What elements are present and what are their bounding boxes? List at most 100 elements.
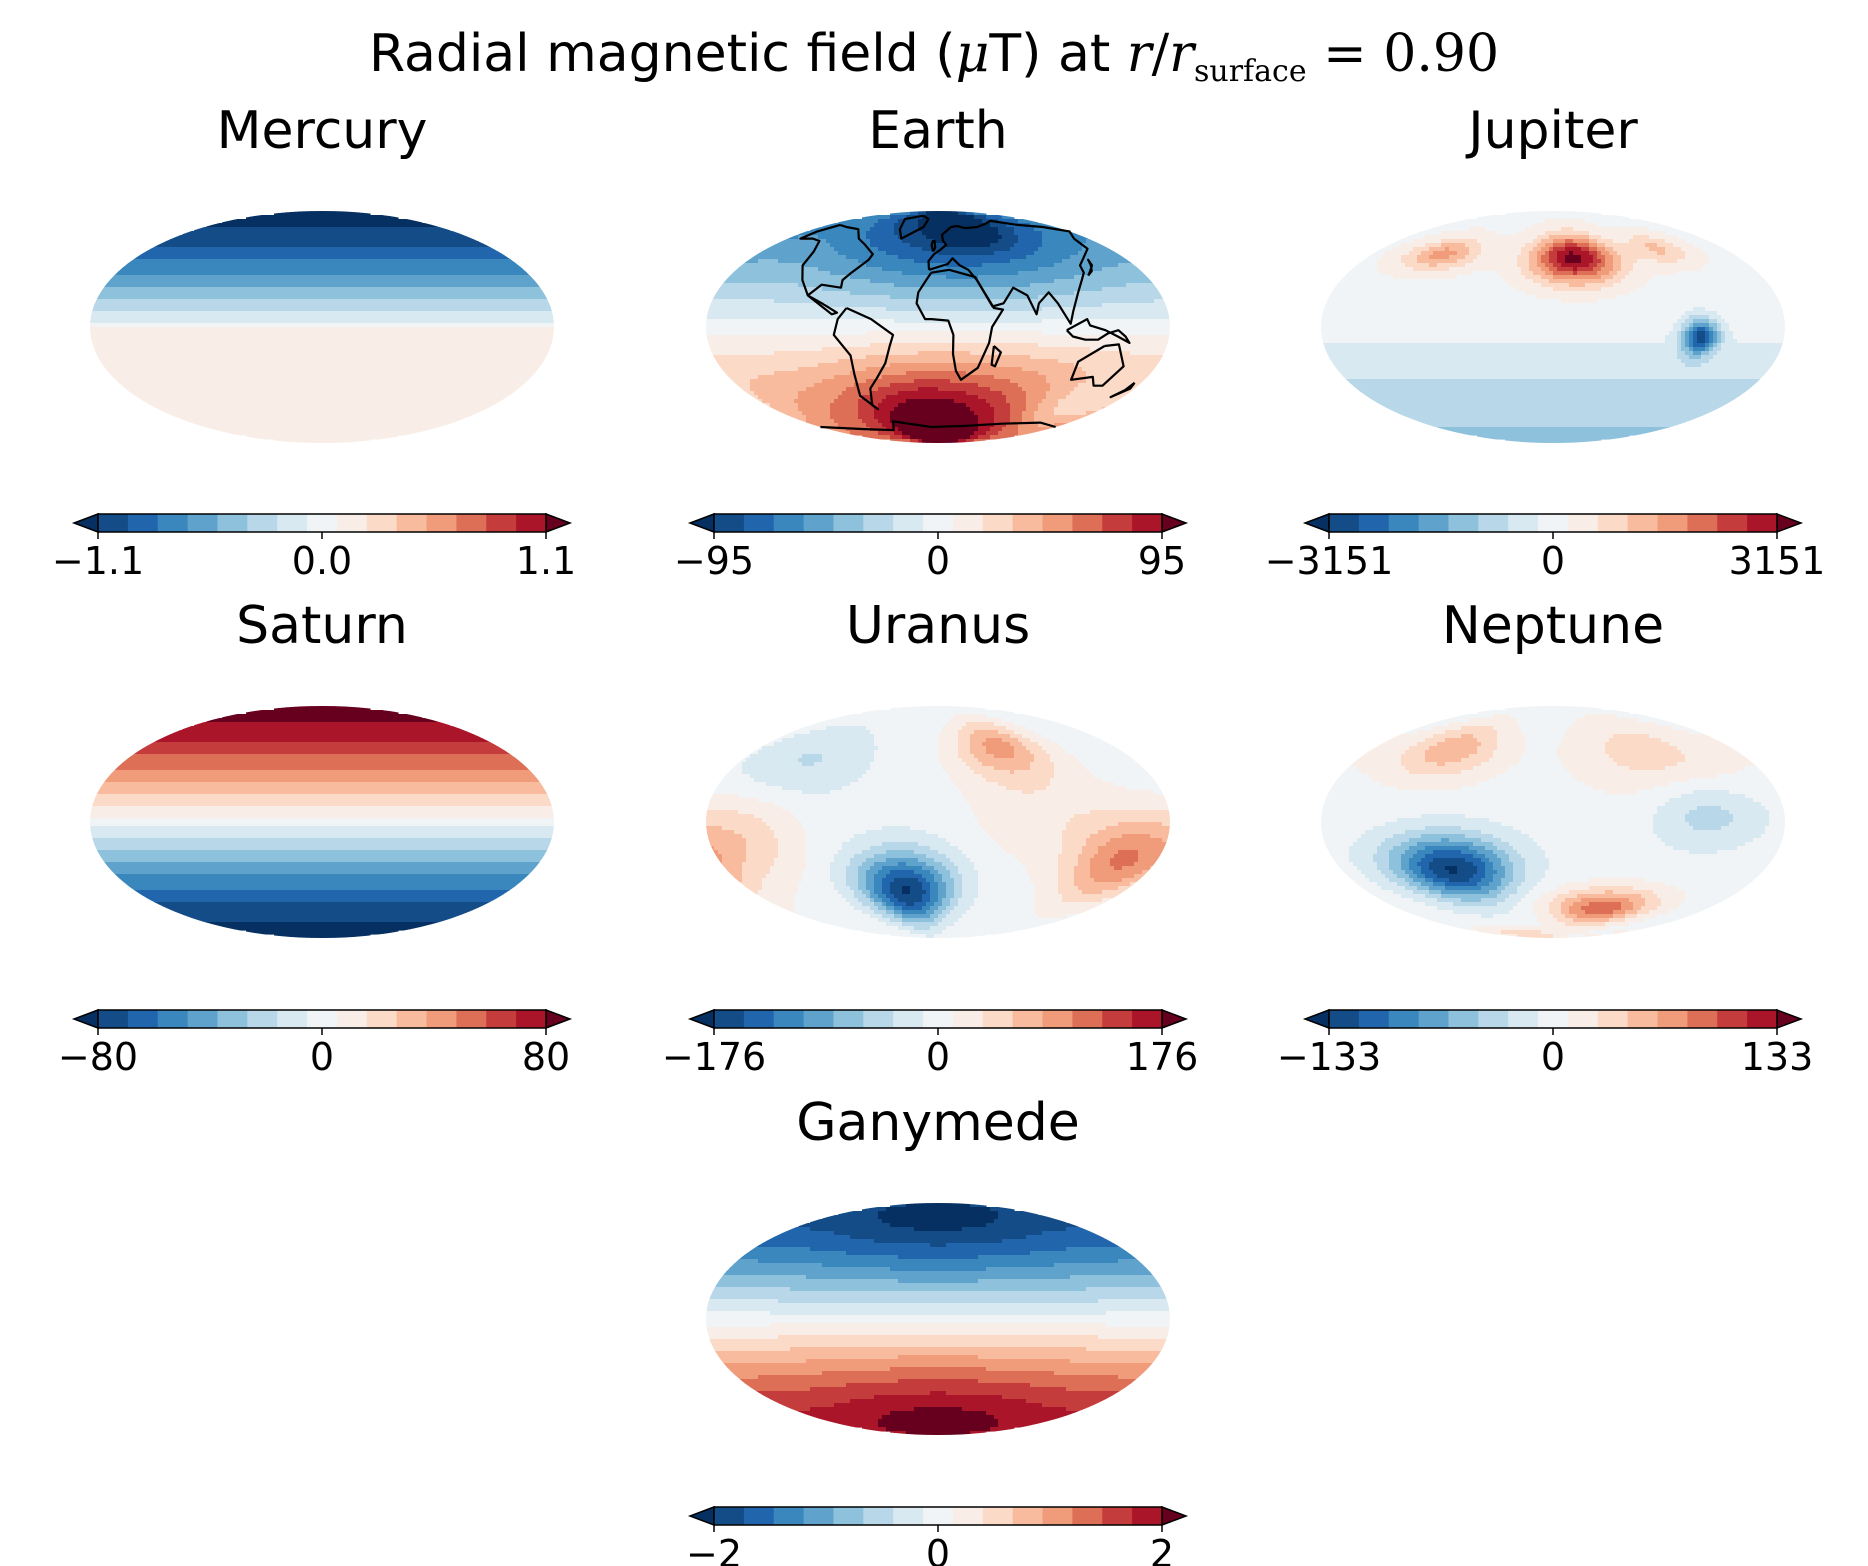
colorbar-swatch — [1358, 1010, 1390, 1028]
title-slash: / — [1152, 24, 1170, 84]
title-r: r — [1127, 24, 1152, 84]
colorbar-swatch — [1012, 1507, 1044, 1525]
colorbar-swatch — [982, 514, 1014, 532]
colorbar-tick-label: 1.1 — [516, 539, 576, 583]
colorbar-tick-label: 0 — [310, 1035, 334, 1079]
colorbar-swatch — [1687, 1010, 1718, 1028]
colorbar-swatch — [1132, 1507, 1163, 1525]
colorbar-swatch — [714, 514, 745, 532]
panel-title: Jupiter — [1465, 101, 1638, 161]
colorbar-tick-label: 80 — [522, 1035, 570, 1079]
colorbar-swatch — [1478, 1010, 1509, 1028]
colorbar-swatch — [743, 1010, 775, 1028]
colorbar-swatch — [1657, 514, 1688, 532]
colorbar-swatch — [1012, 514, 1044, 532]
colorbar-swatch — [307, 1010, 338, 1028]
colorbar-swatch — [456, 1010, 487, 1028]
colorbar-tick-label: 0.0 — [292, 539, 352, 583]
colorbar-swatch — [366, 1010, 398, 1028]
colorbar-swatch — [893, 514, 924, 532]
colorbar-extend-high — [1161, 1008, 1189, 1030]
colorbar-swatch — [773, 1507, 805, 1525]
coastline — [915, 268, 1005, 381]
colorbar-swatch — [1042, 1010, 1073, 1028]
colorbar-swatch — [187, 1010, 218, 1028]
colorbar: −1.1 0.0 1.1 — [52, 512, 576, 583]
coastline — [1087, 258, 1094, 277]
colorbar-swatch — [803, 1507, 834, 1525]
colorbar-swatch — [1508, 514, 1539, 532]
colorbar-swatch — [1388, 1010, 1420, 1028]
colorbar-swatch — [307, 514, 338, 532]
colorbar-swatch — [1072, 1507, 1103, 1525]
colorbar-extend-high — [1776, 1008, 1804, 1030]
colorbar-swatch — [486, 514, 517, 532]
colorbar-swatch — [1418, 514, 1449, 532]
colorbar-swatch — [516, 1010, 547, 1028]
colorbar-extend-high — [1161, 1505, 1189, 1527]
colorbar-tick-label: −3151 — [1265, 539, 1394, 583]
colorbar-swatch — [217, 1010, 248, 1028]
colorbar-swatch — [1042, 1507, 1073, 1525]
panel-title: Mercury — [217, 101, 428, 161]
colorbar-swatch — [1627, 1010, 1659, 1028]
coastline — [1066, 318, 1131, 344]
colorbar-swatch — [1597, 1010, 1629, 1028]
colorbar-swatch — [1448, 1010, 1479, 1028]
colorbar-swatch — [1418, 1010, 1449, 1028]
coastline — [799, 223, 874, 316]
colorbar-swatch — [1132, 1010, 1163, 1028]
title-val: 0.90 — [1383, 24, 1499, 84]
colorbar-extend-low — [1302, 512, 1330, 534]
colorbar-swatch — [1508, 1010, 1539, 1028]
title-eq: = — [1307, 24, 1384, 84]
colorbar-swatch — [1358, 514, 1390, 532]
colorbar-tick-label: −133 — [1277, 1035, 1381, 1079]
coastline — [1109, 381, 1136, 399]
colorbar-swatch — [127, 514, 159, 532]
coastline — [990, 345, 1002, 368]
colorbar-swatch — [1567, 1010, 1599, 1028]
colorbar-swatch — [247, 1010, 278, 1028]
colorbar-swatch — [1329, 1010, 1360, 1028]
colorbar-swatch — [247, 514, 278, 532]
colorbar-extend-low — [687, 1008, 715, 1030]
colorbar-swatch — [366, 514, 398, 532]
map-field — [90, 211, 554, 443]
title-mid: T) at — [989, 24, 1126, 84]
colorbar-swatch — [1388, 514, 1420, 532]
colorbar-swatch — [277, 514, 308, 532]
colorbar-swatch — [336, 514, 368, 532]
colorbar-tick-label: −1.1 — [52, 539, 144, 583]
colorbar-swatch — [516, 514, 547, 532]
colorbar-tick-label: 0 — [926, 539, 950, 583]
panel-title: Ganymede — [796, 1093, 1080, 1153]
figure-title: Radial magnetic field (μT) at r/rsurface… — [0, 22, 1868, 104]
colorbar-swatch — [1478, 514, 1509, 532]
colorbar-swatch — [952, 514, 984, 532]
colorbar-swatch — [1329, 514, 1360, 532]
colorbar-swatch — [833, 1010, 864, 1028]
colorbar-swatch — [893, 1507, 924, 1525]
colorbar-swatch — [863, 1507, 894, 1525]
colorbar: −80 0 80 — [58, 1008, 573, 1079]
colorbar-extend-low — [687, 1505, 715, 1527]
colorbar-swatch — [1657, 1010, 1688, 1028]
colorbar-swatch — [1102, 514, 1133, 532]
colorbar-extend-high — [1161, 512, 1189, 534]
panel-title: Earth — [868, 101, 1007, 161]
colorbar-swatch — [98, 514, 129, 532]
colorbar-swatch — [127, 1010, 159, 1028]
coastline — [832, 306, 895, 411]
colorbar-swatch — [982, 1010, 1014, 1028]
colorbar-swatch — [803, 1010, 834, 1028]
coastline — [930, 239, 937, 253]
colorbar-swatch — [1072, 1010, 1103, 1028]
colorbar-swatch — [1627, 514, 1659, 532]
colorbar-swatch — [396, 514, 428, 532]
colorbar-tick-label: −95 — [674, 539, 754, 583]
colorbar-swatch — [923, 1010, 954, 1028]
coastline — [898, 214, 930, 240]
coastline — [820, 420, 1056, 432]
